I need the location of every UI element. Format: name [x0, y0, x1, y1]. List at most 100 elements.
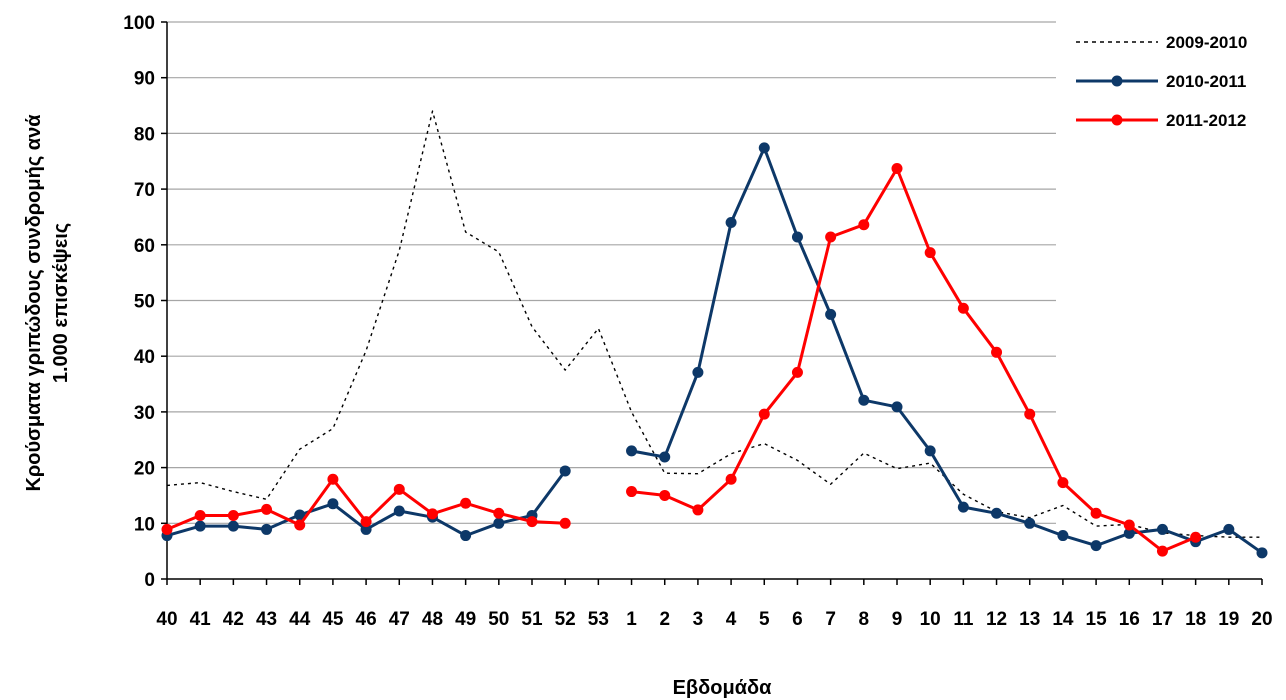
data-point: [858, 394, 870, 406]
data-point: [858, 219, 870, 231]
data-point: [626, 445, 638, 457]
data-point: [1256, 547, 1268, 559]
legend-label-2011-2012: 2011-2012: [1166, 111, 1246, 130]
data-point: [426, 508, 438, 520]
data-point: [227, 510, 239, 522]
legend-item-2010-2011: 2010-2011: [1076, 72, 1246, 91]
x-tick-label: 43: [256, 609, 277, 630]
x-tick-label: 51: [521, 609, 543, 630]
data-point: [227, 520, 239, 532]
data-point: [659, 451, 671, 463]
data-point: [991, 507, 1003, 519]
legend: 2009-2010 2010-2011 2011-2012: [1076, 33, 1247, 130]
data-point: [526, 516, 538, 528]
series-line-2011-2012: [166, 167, 1197, 553]
legend-item-2011-2012: 2011-2012: [1076, 111, 1246, 130]
y-tick-label: 0: [144, 570, 155, 591]
data-point: [294, 519, 306, 531]
x-tick-label: 12: [986, 609, 1007, 630]
x-tick-label: 11: [953, 609, 974, 630]
data-point: [1190, 531, 1202, 543]
data-point: [161, 523, 173, 535]
x-tick-label: 46: [356, 609, 377, 630]
series-lines: [161, 110, 1268, 559]
y-tick-label: 90: [134, 69, 155, 90]
x-tick-label: 3: [693, 609, 704, 630]
y-tick-label: 10: [134, 514, 155, 535]
legend-item-2009-2010: 2009-2010: [1076, 33, 1247, 52]
x-tick-label: 20: [1251, 609, 1272, 630]
data-point: [692, 366, 704, 378]
data-point: [1057, 530, 1069, 542]
x-tick-label: 1: [626, 609, 637, 630]
data-point: [758, 408, 770, 420]
y-tick-label: 50: [134, 292, 155, 313]
y-tick-label: 100: [123, 13, 155, 34]
data-point: [1123, 527, 1135, 539]
x-tick-label: 7: [825, 609, 836, 630]
x-tick-label: 53: [588, 609, 609, 630]
x-tick-label: 48: [422, 609, 443, 630]
y-axis-title: Κρούσματα γριπώδους συνδρομής ανά 1.000 …: [23, 114, 72, 492]
series-2011-2012: [161, 162, 1202, 557]
x-tick-label: 45: [322, 609, 344, 630]
series-2009-2010: [166, 110, 1262, 538]
x-tick-label: 8: [859, 609, 870, 630]
legend-label-2010-2011: 2010-2011: [1166, 72, 1246, 91]
x-tick-label: 50: [488, 609, 509, 630]
data-point: [194, 520, 206, 532]
x-tick-label: 13: [1019, 609, 1040, 630]
legend-marker-2010-2011: [1111, 75, 1123, 87]
y-tick-label: 70: [134, 180, 155, 201]
data-point: [991, 346, 1003, 358]
x-tick-label: 4: [726, 609, 737, 630]
x-tick-label: 6: [792, 609, 803, 630]
series-2010-2011: [161, 142, 1268, 559]
data-point: [360, 523, 372, 535]
x-tick-label: 40: [156, 609, 177, 630]
data-point: [327, 473, 339, 485]
data-point: [891, 162, 903, 174]
data-point: [294, 509, 306, 521]
data-point: [692, 504, 704, 516]
data-point: [659, 489, 671, 501]
x-tick-label: 41: [190, 609, 212, 630]
y-axis-title-line-1: Κρούσματα γριπώδους συνδρομής ανά: [23, 114, 45, 492]
data-point: [393, 483, 405, 495]
data-point: [725, 473, 737, 485]
x-tick-label: 47: [389, 609, 410, 630]
y-axis-title-line-2: 1.000 επισκέψεις: [50, 223, 72, 383]
data-point: [758, 142, 770, 154]
series-line-2010-2011: [166, 146, 1263, 555]
data-point: [360, 516, 372, 528]
data-point: [924, 247, 936, 259]
x-tick-labels: 40 41 42 43 44 45 46 47 48 49 50 51 52 53 1 2 3 4 5 6 7 8 9 10 1…: [156, 609, 1272, 630]
data-point: [1090, 540, 1102, 552]
data-point: [1156, 523, 1168, 535]
data-point: [327, 498, 339, 510]
data-point: [261, 503, 273, 515]
data-point: [460, 530, 472, 542]
data-point: [1223, 523, 1235, 535]
data-point: [626, 486, 638, 498]
data-point: [791, 231, 803, 243]
x-tick-label: 9: [892, 609, 903, 630]
data-point: [1024, 517, 1036, 529]
data-point: [1090, 507, 1102, 519]
x-tick-label: 14: [1052, 609, 1074, 630]
x-tick-label: 52: [555, 609, 576, 630]
axes: [166, 22, 1263, 585]
y-tick-label: 30: [134, 403, 155, 424]
data-point: [725, 217, 737, 229]
y-tick-label: 80: [134, 124, 155, 145]
data-point: [791, 366, 803, 378]
x-tick-label: 15: [1086, 609, 1108, 630]
data-point: [1024, 408, 1036, 420]
data-point: [924, 445, 936, 457]
x-tick-label: 49: [455, 609, 476, 630]
data-point: [891, 401, 903, 413]
data-point: [957, 302, 969, 314]
data-point: [825, 308, 837, 320]
x-tick-label: 17: [1152, 609, 1173, 630]
legend-marker-2011-2012: [1111, 114, 1123, 126]
